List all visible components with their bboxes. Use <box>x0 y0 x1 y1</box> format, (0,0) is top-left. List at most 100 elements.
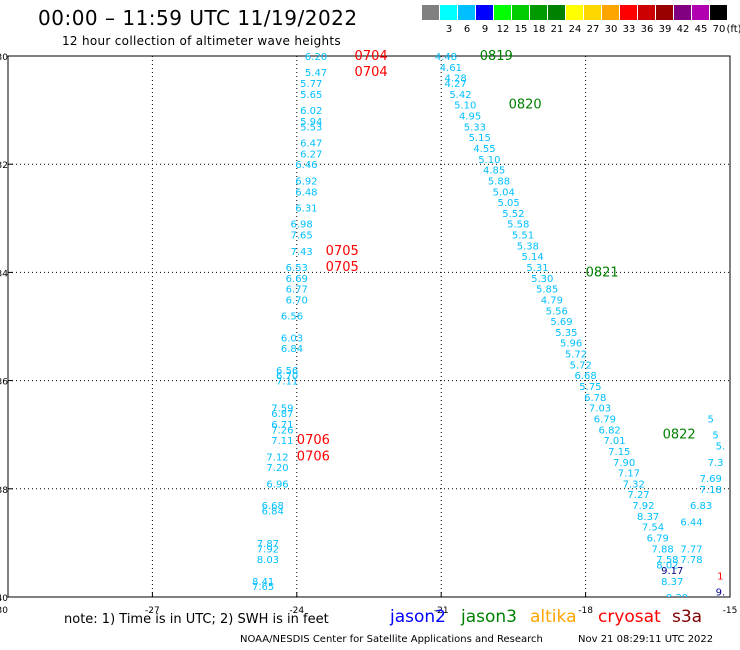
swh-value: 6.79 <box>647 533 669 544</box>
swh-value: 6.56 <box>276 366 298 377</box>
swh-value: 5 <box>712 431 718 442</box>
swh-value: 5.53 <box>300 122 322 133</box>
swh-value: 5.58 <box>507 220 529 231</box>
swh-value: 6.70 <box>286 295 308 306</box>
corner-lon-label: -30 <box>0 606 8 616</box>
satellite-legend-s3a: s3a <box>672 607 703 627</box>
legend-label: 39 <box>658 24 672 35</box>
swh-value: 8.03 <box>257 555 279 566</box>
legend-label: 18 <box>532 24 546 35</box>
swh-value: 6.71 <box>271 420 293 431</box>
swh-value: 6.84 <box>262 506 284 517</box>
swh-value: 6.20 <box>305 52 327 63</box>
swh-value: 5.30 <box>531 274 553 285</box>
lon-tick-label: -18 <box>578 606 593 616</box>
swh-value: 4.55 <box>473 144 495 155</box>
satellite-legend-altika: altika <box>530 607 577 627</box>
legend-swatch <box>620 5 637 20</box>
lon-tick-label: -21 <box>434 606 449 616</box>
footnote: note: 1) Time is in UTC; 2) SWH is in fe… <box>64 612 329 627</box>
swh-value: 5.33 <box>464 122 486 133</box>
lat-tick-label: -36 <box>0 378 8 388</box>
swh-value: 4.95 <box>459 112 481 123</box>
cryosat-time-label: 0705 <box>326 244 359 259</box>
swh-value: 5.10 <box>478 155 500 166</box>
swh-value: 5.96 <box>560 339 582 350</box>
swh-value: 7.92 <box>257 544 279 555</box>
swh-value: 6.84 <box>281 344 303 355</box>
legend-swatch <box>602 5 619 20</box>
swh-value-high: 9. <box>716 588 726 599</box>
swh-value: 7.78 <box>680 555 702 566</box>
swh-value: 7.12 <box>266 452 288 463</box>
page-subtitle: 12 hour collection of altimeter wave hei… <box>62 34 341 48</box>
swh-value: 7.69 <box>700 474 722 485</box>
swh-value: 5.52 <box>502 209 524 220</box>
legend-swatch <box>512 5 529 20</box>
swh-value: 4.28 <box>445 74 467 85</box>
cryosat-time-label: 0704 <box>355 49 388 64</box>
cryosat-time-label: 0706 <box>297 449 330 464</box>
legend-swatch <box>440 5 457 20</box>
legend-swatch <box>476 5 493 20</box>
swh-value: 7.01 <box>603 436 625 447</box>
swh-value: 6.77 <box>286 285 308 296</box>
page-title: 00:00 – 11:59 UTC 11/19/2022 <box>38 6 358 30</box>
legend-swatch <box>674 5 691 20</box>
legend-label: 24 <box>568 24 582 35</box>
swh-value: 7.65 <box>252 582 274 593</box>
swh-value: 7.26 <box>271 425 293 436</box>
swh-value: 6.56 <box>281 312 303 323</box>
swh-value: 6.53 <box>286 263 308 274</box>
swh-value: 5.04 <box>493 187 515 198</box>
legend-swatch <box>422 5 439 20</box>
swh-value: 5.94 <box>300 117 322 128</box>
swh-value: 7.58 <box>656 555 678 566</box>
swh-value: 6.27 <box>300 149 322 160</box>
swh-value: 7.11 <box>271 436 293 447</box>
swh-value: 7.59 <box>271 404 293 415</box>
swh-value: 6.69 <box>286 274 308 285</box>
legend-swatch <box>710 5 727 20</box>
swh-value: 5.05 <box>497 198 519 209</box>
swh-value: 7.77 <box>680 544 702 555</box>
swh-value: 7.65 <box>290 231 312 242</box>
swh-value: 5.65 <box>300 90 322 101</box>
legend-label: 45 <box>694 24 708 35</box>
swh-value: 5.31 <box>526 263 548 274</box>
swh-value: 7.54 <box>642 523 664 534</box>
swh-value: 5.15 <box>469 133 491 144</box>
swh-value: 6.83 <box>690 501 712 512</box>
swh-value: 6.98 <box>290 220 312 231</box>
swh-value: 6.68 <box>262 501 284 512</box>
lat-tick-label: -30 <box>0 53 8 63</box>
legend-label: 15 <box>514 24 528 35</box>
swh-value: 5.56 <box>546 306 568 317</box>
legend-label: 36 <box>640 24 654 35</box>
jason3-time-label: 0819 <box>480 49 513 64</box>
swh-value: 8.37 <box>637 512 659 523</box>
map-frame <box>7 55 731 598</box>
legend-swatch <box>530 5 547 20</box>
swh-value: 8.41 <box>252 577 274 588</box>
jason3-time-label: 0820 <box>509 98 542 113</box>
track-labels: 6.20 5.475.775.65 6.025.945.53 6.476.276.46… <box>252 49 726 599</box>
satellite-legend-jason3: jason3 <box>461 607 517 627</box>
swh-value: 6.70 <box>276 371 298 382</box>
swh-value: 4.48 <box>435 52 457 63</box>
swh-value: 7.88 <box>651 544 673 555</box>
swh-value: 5. <box>716 442 726 453</box>
lat-tick-label: -38 <box>0 486 8 496</box>
legend-label: 27 <box>586 24 600 35</box>
swh-value: 6.02 <box>300 106 322 117</box>
legend-label: 33 <box>622 24 636 35</box>
swh-value: 5.14 <box>522 252 544 263</box>
legend-swatch <box>584 5 601 20</box>
swh-value: 7.03 <box>589 404 611 415</box>
legend-label: 30 <box>604 24 618 35</box>
swh-value: 6.47 <box>300 139 322 150</box>
swh-value: 5.72 <box>570 360 592 371</box>
swh-value: 5 <box>708 414 714 425</box>
swh-value: 7.20 <box>266 463 288 474</box>
swh-value: 5.75 <box>579 382 601 393</box>
